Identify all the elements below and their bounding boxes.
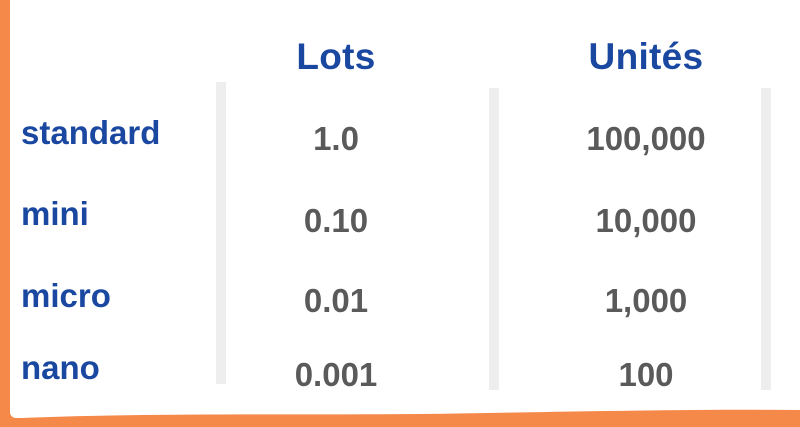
- lots-value-standard: 1.0: [313, 120, 359, 157]
- lot-size-table-card: Lots Unités standard 1.0 100,000 mini 0.…: [10, 0, 800, 418]
- row-label-nano: nano: [21, 349, 100, 386]
- row-label-standard: standard: [21, 114, 161, 151]
- row-label-mini: mini: [21, 195, 89, 232]
- units-value-standard: 100,000: [586, 120, 706, 157]
- units-value-nano: 100: [618, 356, 674, 393]
- column-divider: [761, 88, 771, 390]
- row-label-micro: micro: [21, 277, 111, 314]
- lots-column-header: Lots: [296, 36, 376, 77]
- units-value-mini: 10,000: [595, 202, 697, 239]
- orange-brush-border: [0, 409, 800, 427]
- units-column-header: Unités: [588, 36, 704, 77]
- lots-value-micro: 0.01: [303, 282, 369, 319]
- column-divider: [216, 82, 226, 384]
- units-value-micro: 1,000: [604, 282, 688, 319]
- column-divider: [489, 88, 499, 390]
- lots-value-nano: 0.001: [294, 356, 378, 393]
- lots-value-mini: 0.10: [303, 202, 369, 239]
